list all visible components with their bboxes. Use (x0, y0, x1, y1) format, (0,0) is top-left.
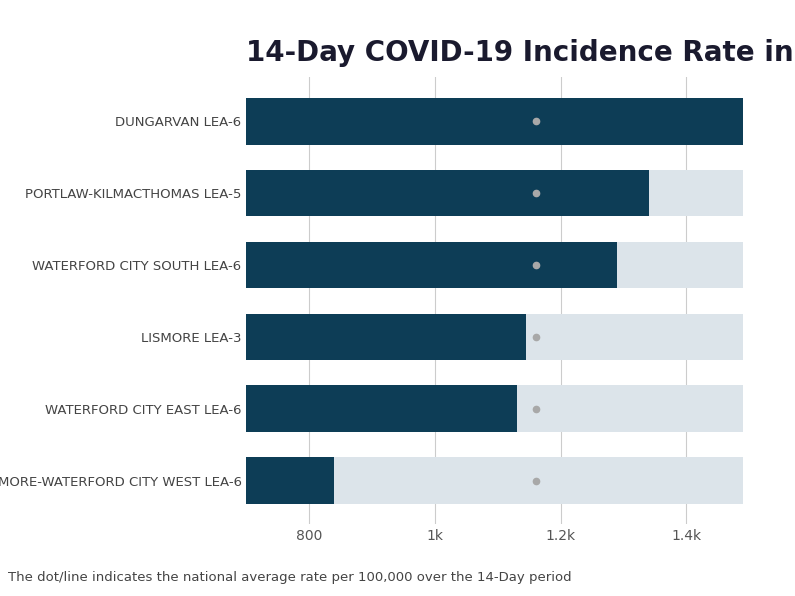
Bar (246, 457, 743, 504)
Title: 14-Day COVID-19 Incidence Rate in LEAs for County WATERFORD: 14-Day COVID-19 Incidence Rate in LEAs f… (246, 39, 795, 67)
Bar (246, 241, 743, 288)
Bar (0, 98, 743, 145)
Bar (246, 170, 743, 216)
Bar (246, 386, 743, 432)
Bar (0, 170, 649, 216)
Bar (0, 241, 618, 288)
Bar (0, 386, 517, 432)
Bar (0, 313, 526, 361)
Bar (246, 313, 743, 361)
Bar (0, 457, 335, 504)
Text: The dot/line indicates the national average rate per 100,000 over the 14-Day per: The dot/line indicates the national aver… (8, 571, 572, 584)
